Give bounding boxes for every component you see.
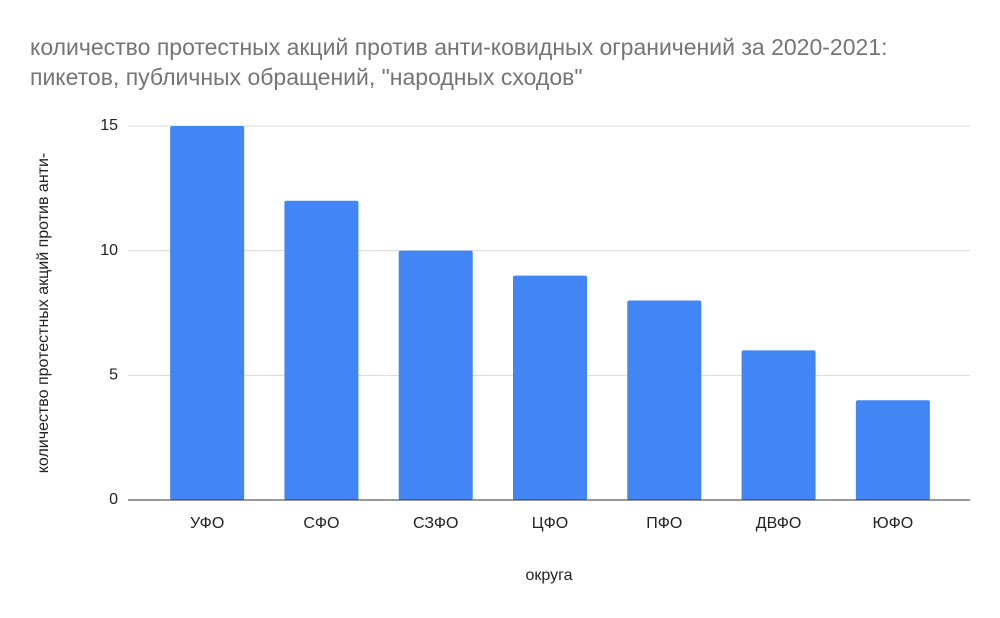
x-tick-label: ЮФО — [872, 515, 913, 532]
y-tick-label: 15 — [100, 117, 118, 134]
x-tick-label: ПФО — [646, 515, 682, 532]
bar — [513, 275, 587, 500]
y-tick-label: 5 — [109, 367, 118, 384]
y-axis-label: количество протестных акций против анти- — [35, 153, 52, 474]
x-axis-label: округа — [526, 567, 573, 584]
bar — [627, 300, 702, 500]
chart-title: количество протестных акций против анти-… — [30, 34, 888, 90]
x-tick-label: ДВФО — [756, 515, 802, 532]
x-tick-label: СФО — [303, 515, 339, 532]
y-tick-label: 10 — [100, 242, 118, 259]
bar — [284, 200, 359, 501]
x-tick-label: СЗФО — [413, 515, 458, 532]
x-tick-label: ЦФО — [532, 515, 568, 532]
x-tick-label: УФО — [190, 515, 224, 532]
bar — [855, 400, 930, 500]
y-tick-label: 0 — [109, 491, 118, 508]
bar — [398, 250, 473, 500]
bar — [741, 350, 816, 500]
bar — [170, 126, 245, 500]
